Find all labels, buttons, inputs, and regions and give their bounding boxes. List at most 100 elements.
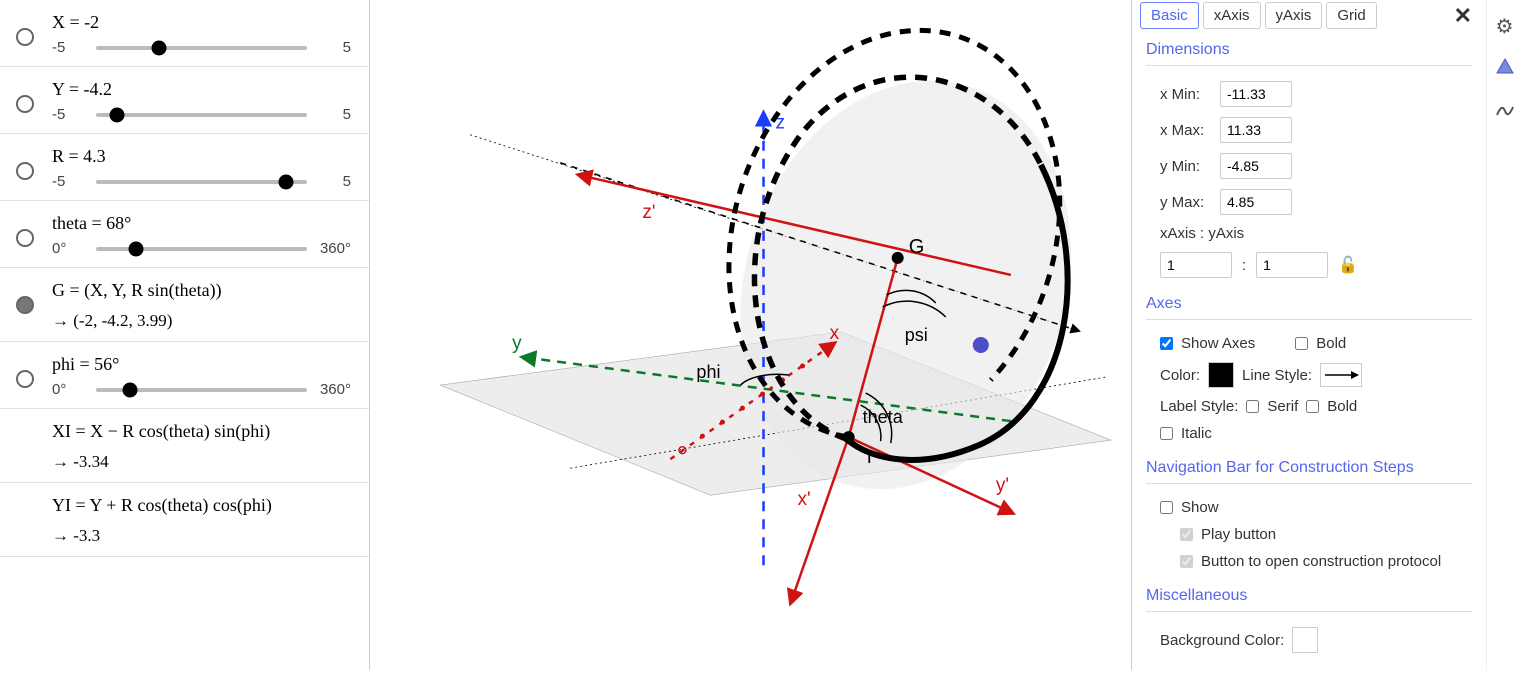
ymax-label: y Max: — [1160, 194, 1210, 211]
tab-grid[interactable]: Grid — [1326, 2, 1376, 29]
yprime-label: y' — [996, 475, 1009, 496]
slider-min: 0° — [52, 240, 92, 257]
slider-X[interactable]: -55 — [52, 39, 351, 56]
xmax-label: x Max: — [1160, 122, 1210, 139]
slider-rail[interactable] — [96, 388, 307, 392]
tab-xaxis[interactable]: xAxis — [1203, 2, 1261, 29]
tab-basic[interactable]: Basic — [1140, 2, 1199, 29]
y-axis-label: y — [512, 333, 522, 354]
ymin-input[interactable] — [1220, 153, 1292, 179]
point-G-label: G — [909, 236, 925, 258]
label-bold-checkbox[interactable] — [1306, 400, 1319, 413]
xmin-input[interactable] — [1220, 81, 1292, 107]
ratio-sep: : — [1242, 257, 1246, 274]
theta-label: theta — [863, 407, 904, 427]
slider-thumb[interactable] — [129, 241, 144, 256]
nav-show-checkbox[interactable] — [1160, 501, 1173, 514]
xprime-label: x' — [798, 489, 811, 510]
ratio-y-input[interactable] — [1256, 252, 1328, 278]
algebra-row-X[interactable]: X = -2-55 — [0, 0, 369, 67]
xmin-label: x Min: — [1160, 86, 1210, 103]
nav-play-checkbox[interactable] — [1180, 528, 1193, 541]
visibility-toggle[interactable] — [16, 296, 34, 314]
curve-icon[interactable] — [1495, 101, 1515, 127]
algebra-panel: X = -2-55Y = -4.2-55R = 4.3-55theta = 68… — [0, 0, 370, 670]
slider-min: 0° — [52, 381, 92, 398]
bg-color-label: Background Color: — [1160, 632, 1284, 649]
nav-protocol-label: Button to open construction protocol — [1201, 553, 1441, 570]
row-label: XI = X − R cos(theta) sin(phi) — [52, 421, 351, 442]
slider-max: 5 — [311, 173, 351, 190]
cone-icon[interactable] — [1495, 57, 1515, 83]
tab-yaxis[interactable]: yAxis — [1265, 2, 1323, 29]
labelstyle-label: Label Style: — [1160, 398, 1238, 415]
slider-rail[interactable] — [96, 247, 307, 251]
slider-min: -5 — [52, 106, 92, 123]
slider-thumb[interactable] — [122, 382, 137, 397]
slider-max: 360° — [311, 240, 351, 257]
slider-min: -5 — [52, 39, 92, 56]
visibility-toggle[interactable] — [16, 162, 34, 180]
show-axes-label: Show Axes — [1181, 335, 1255, 352]
algebra-row-XI[interactable]: XI = X − R cos(theta) sin(phi)→ -3.34 — [0, 409, 369, 483]
serif-checkbox[interactable] — [1246, 400, 1259, 413]
axes-bold-checkbox[interactable] — [1295, 337, 1308, 350]
nav-show-label: Show — [1181, 499, 1219, 516]
label-bold-label: Bold — [1327, 398, 1357, 415]
graphics-view[interactable]: z y x z' y' x' phi theta psi G I — [370, 0, 1131, 670]
x-axis-label: x — [830, 323, 840, 344]
slider-thumb[interactable] — [110, 107, 125, 122]
row-result: → -3.3 — [52, 526, 351, 546]
ratio-x-input[interactable] — [1160, 252, 1232, 278]
visibility-toggle[interactable] — [16, 28, 34, 46]
xmax-input[interactable] — [1220, 117, 1292, 143]
slider-theta[interactable]: 0° 360° — [52, 240, 351, 257]
algebra-row-YI[interactable]: YI = Y + R cos(theta) cos(phi)→ -3.3 — [0, 483, 369, 557]
point-I — [843, 431, 855, 443]
row-label: R = 4.3 — [52, 146, 351, 167]
row-label: G = (X, Y, R sin(theta)) — [52, 280, 351, 301]
serif-label: Serif — [1267, 398, 1298, 415]
row-result: → (-2, -4.2, 3.99) — [52, 311, 351, 331]
lock-icon[interactable]: 🔓 — [1338, 255, 1358, 275]
ymax-input[interactable] — [1220, 189, 1292, 215]
psi-label: psi — [905, 325, 928, 345]
settings-tabs: Basic xAxis yAxis Grid ✕ — [1132, 2, 1486, 29]
nav-protocol-checkbox[interactable] — [1180, 555, 1193, 568]
algebra-row-R[interactable]: R = 4.3 -5 5 — [0, 134, 369, 201]
slider-rail[interactable] — [96, 113, 307, 117]
close-icon[interactable]: ✕ — [1448, 3, 1478, 29]
slider-phi[interactable]: 0°360° — [52, 381, 351, 398]
gear-icon[interactable]: ⚙ — [1496, 14, 1514, 39]
visibility-toggle[interactable] — [16, 95, 34, 113]
show-axes-checkbox[interactable] — [1160, 337, 1173, 350]
row-label: phi = 56° — [52, 354, 351, 375]
slider-rail[interactable] — [96, 46, 307, 50]
slider-rail[interactable] — [96, 180, 307, 184]
axes-linestyle-select[interactable] — [1320, 363, 1362, 387]
slider-min: -5 — [52, 173, 92, 190]
visibility-toggle[interactable] — [16, 229, 34, 247]
visibility-toggle[interactable] — [16, 370, 34, 388]
graphics-svg: z y x z' y' x' phi theta psi G I — [370, 0, 1131, 670]
axes-color-swatch[interactable] — [1208, 362, 1234, 388]
slider-thumb[interactable] — [278, 174, 293, 189]
slider-Y[interactable]: -55 — [52, 106, 351, 123]
algebra-row-Y[interactable]: Y = -4.2-55 — [0, 67, 369, 134]
point-I-label: I — [867, 447, 872, 468]
dimensions-heading: Dimensions — [1146, 29, 1472, 66]
algebra-row-phi[interactable]: phi = 56° 0°360° — [0, 342, 369, 409]
bg-color-swatch[interactable] — [1292, 627, 1318, 653]
italic-checkbox[interactable] — [1160, 427, 1173, 440]
slider-thumb[interactable] — [152, 40, 167, 55]
settings-panel: Basic xAxis yAxis Grid ✕ Dimensions x Mi… — [1131, 0, 1486, 670]
point-G — [892, 252, 904, 264]
zprime-label: z' — [642, 202, 655, 223]
axes-linestyle-label: Line Style: — [1242, 367, 1312, 384]
italic-label: Italic — [1181, 425, 1212, 442]
axes-color-label: Color: — [1160, 367, 1200, 384]
algebra-row-theta[interactable]: theta = 68°0°360° — [0, 201, 369, 268]
algebra-row-G[interactable]: G = (X, Y, R sin(theta)) → (-2, -4.2, 3.9… — [0, 268, 369, 342]
axes-heading: Axes — [1146, 283, 1472, 320]
slider-R[interactable]: -5 5 — [52, 173, 351, 190]
